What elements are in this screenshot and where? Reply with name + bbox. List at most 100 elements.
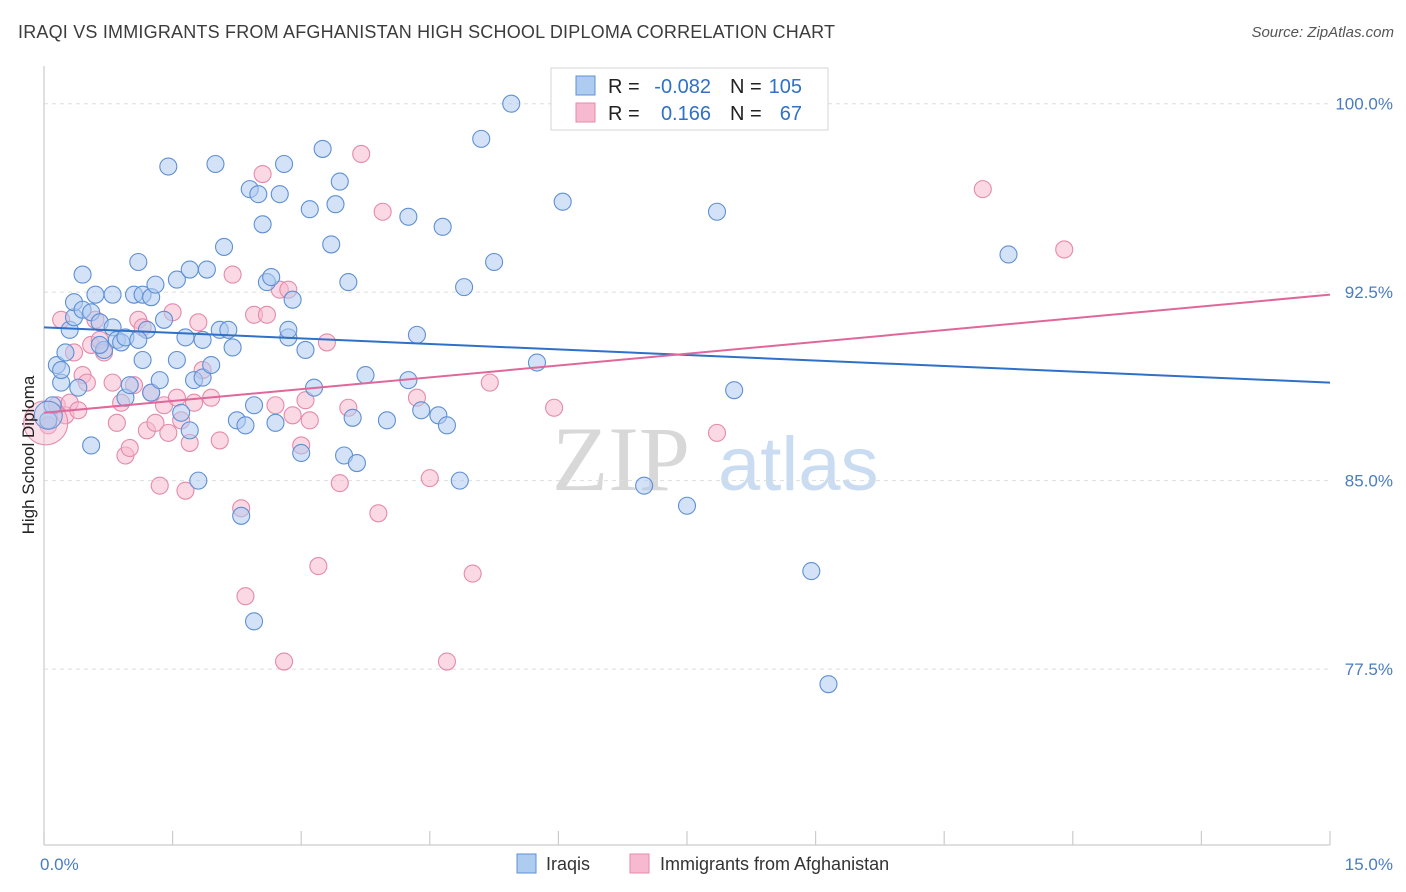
afghan-point <box>330 474 349 493</box>
iraqi-point <box>472 129 491 148</box>
iraqi-point <box>167 350 186 370</box>
iraqi-point <box>296 340 315 360</box>
iraqi-point <box>677 496 697 515</box>
iraqi-point <box>206 154 225 174</box>
iraqi-point <box>377 411 396 430</box>
iraqi-point <box>635 476 654 495</box>
afghan-point <box>1055 240 1074 259</box>
x-tick-labels: 0.0% 15.0% <box>40 855 1393 874</box>
iraqi-point <box>819 675 838 694</box>
source-credit: Source: ZipAtlas.com <box>1251 24 1394 41</box>
stats-n-label-afghan: N = <box>730 103 762 125</box>
iraqi-point <box>262 268 281 287</box>
iraqi-point <box>399 207 418 226</box>
y-tick-label-1: 92.5% <box>1345 283 1393 302</box>
iraqi-point <box>120 376 139 395</box>
iraqi-point <box>86 285 105 304</box>
x-tick-label-1: 15.0% <box>1345 855 1393 874</box>
afghan-point <box>369 504 388 523</box>
iraqi-point <box>502 94 521 113</box>
iraqi-point <box>407 325 426 344</box>
iraqi-point <box>339 273 358 292</box>
afghan-point <box>120 438 139 458</box>
afghan-point <box>545 398 564 417</box>
afghan-point <box>973 180 992 199</box>
stats-legend-box <box>550 67 829 131</box>
afghan-point <box>707 423 727 442</box>
afghan-point <box>437 652 456 671</box>
afghan-point <box>159 423 178 442</box>
stats-n-label-iraqis: N = <box>730 76 762 98</box>
afghan-point <box>103 373 122 392</box>
iraqi-point <box>300 200 319 219</box>
iraqi-point <box>180 421 199 440</box>
iraqi-point <box>725 381 744 400</box>
iraqi-point <box>347 453 366 473</box>
y-axis-label: High School Diploma <box>19 375 38 534</box>
iraqi-point <box>142 383 161 402</box>
iraqi-trend-line <box>43 326 1331 384</box>
iraqi-point <box>275 154 294 174</box>
chart-title: IRAQI VS IMMIGRANTS FROM AFGHANISTAN HIG… <box>18 22 836 42</box>
iraqi-point <box>202 355 221 375</box>
afghan-point <box>317 333 336 352</box>
iraqi-point <box>244 612 264 631</box>
afghan-trend-line <box>43 293 1331 414</box>
stats-legend-swatch-iraqis <box>575 75 596 96</box>
afghan-point <box>167 388 186 407</box>
stats-r-label-afghan: R = <box>608 103 640 125</box>
iraqi-point <box>129 330 148 349</box>
stats-r-value-iraqis: -0.082 <box>654 76 711 98</box>
iraqi-point <box>244 396 264 415</box>
iraqi-point <box>313 139 332 158</box>
gridlines <box>44 103 1330 670</box>
iraqi-point <box>485 252 504 272</box>
iraqi-point <box>249 185 268 204</box>
afghan-point <box>266 396 285 415</box>
afghan-point <box>176 481 195 500</box>
iraqi-point <box>73 265 92 284</box>
iraqi-point <box>356 366 375 385</box>
watermark-zip: ZIP <box>552 408 690 510</box>
iraqi-point <box>330 172 349 191</box>
x-tick-label-0: 0.0% <box>40 855 79 874</box>
watermark-atlas: atlas <box>718 422 879 507</box>
iraqi-point <box>189 471 208 490</box>
afghan-point <box>283 406 302 425</box>
iraqi-point <box>999 245 1018 264</box>
afghan-point <box>275 652 294 671</box>
legend-label-afghan: Immigrants from Afghanistan <box>660 854 889 874</box>
iraqi-point <box>172 403 191 422</box>
iraqi-point <box>553 192 572 211</box>
stats-legend: R = -0.082 N = 105 R = 0.166 N = 67 <box>550 67 829 131</box>
iraqi-point <box>193 368 212 387</box>
legend-swatch-iraqis <box>516 853 537 874</box>
iraqi-point <box>279 320 298 339</box>
afghan-point <box>352 144 371 164</box>
iraqi-point <box>52 361 71 380</box>
afghan-point <box>309 557 328 576</box>
iraqi-point <box>146 275 165 294</box>
stats-n-value-iraqis: 105 <box>769 76 802 98</box>
iraqi-point <box>69 378 88 397</box>
legend-label-iraqis: Iraqis <box>546 854 590 874</box>
iraqi-point <box>214 237 234 256</box>
iraqi-point <box>236 416 255 435</box>
stats-r-label-iraqis: R = <box>608 76 640 98</box>
afghan-point <box>480 373 499 392</box>
iraqi-point <box>33 400 63 430</box>
afghan-point <box>420 469 439 488</box>
iraqi-point <box>292 443 311 463</box>
iraqi-point <box>433 217 452 236</box>
iraqi-point <box>326 195 345 214</box>
y-tick-label-3: 77.5% <box>1345 660 1393 679</box>
iraqi-point <box>133 350 152 370</box>
iraqi-point <box>283 290 302 309</box>
iraqi-point <box>56 343 75 362</box>
afghan-point <box>189 313 208 332</box>
iraqi-point <box>176 328 195 347</box>
afghan-point <box>463 564 482 583</box>
iraqi-point <box>223 338 242 357</box>
stats-n-value-afghan: 67 <box>780 103 802 125</box>
